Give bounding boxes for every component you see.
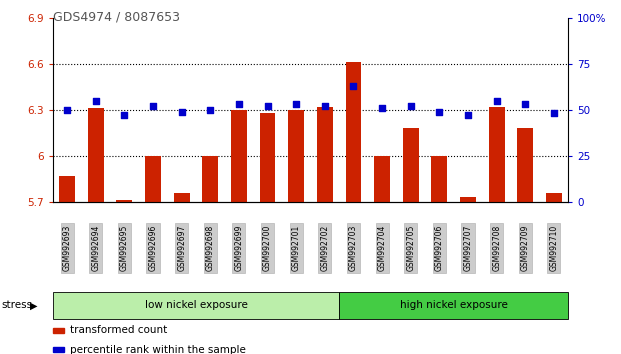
Text: high nickel exposure: high nickel exposure: [400, 300, 507, 310]
Bar: [231, 110, 247, 202]
Bar: [517, 128, 533, 202]
Text: GSM992702: GSM992702: [320, 225, 329, 271]
Bar: [460, 197, 476, 202]
Text: GSM992706: GSM992706: [435, 224, 444, 271]
Bar: [345, 62, 361, 202]
Point: [177, 109, 187, 114]
Bar: [374, 156, 390, 202]
Point: [348, 83, 358, 88]
Text: low nickel exposure: low nickel exposure: [145, 300, 247, 310]
Point: [406, 103, 415, 109]
Text: GSM992697: GSM992697: [177, 224, 186, 271]
Bar: [489, 107, 504, 202]
Point: [377, 105, 387, 111]
Bar: [88, 108, 104, 202]
Text: stress: stress: [1, 300, 32, 310]
Text: GSM992707: GSM992707: [463, 224, 473, 271]
Point: [549, 110, 559, 116]
Text: GSM992699: GSM992699: [234, 224, 243, 271]
Text: GSM992705: GSM992705: [406, 224, 415, 271]
Text: GSM992696: GSM992696: [148, 224, 158, 271]
Text: GSM992698: GSM992698: [206, 225, 215, 271]
Point: [62, 107, 72, 113]
Bar: [403, 128, 419, 202]
Text: GSM992708: GSM992708: [492, 225, 501, 271]
Text: GSM992709: GSM992709: [521, 224, 530, 271]
Point: [463, 113, 473, 118]
Bar: [260, 113, 276, 202]
Text: GDS4974 / 8087653: GDS4974 / 8087653: [53, 11, 180, 24]
Point: [263, 103, 273, 109]
Text: GSM992703: GSM992703: [349, 224, 358, 271]
Text: percentile rank within the sample: percentile rank within the sample: [70, 345, 246, 354]
Point: [520, 101, 530, 107]
Text: ▶: ▶: [30, 300, 37, 310]
Bar: [59, 176, 75, 202]
Bar: [432, 156, 447, 202]
Text: GSM992694: GSM992694: [91, 224, 100, 271]
Bar: [117, 200, 132, 202]
Bar: [202, 156, 218, 202]
Text: GSM992693: GSM992693: [63, 224, 71, 271]
Text: GSM992704: GSM992704: [378, 224, 387, 271]
Bar: [288, 110, 304, 202]
Text: GSM992710: GSM992710: [550, 225, 558, 271]
Point: [320, 103, 330, 109]
Point: [119, 113, 129, 118]
Point: [91, 98, 101, 103]
Bar: [317, 107, 333, 202]
Bar: [145, 156, 161, 202]
Point: [291, 101, 301, 107]
Point: [148, 103, 158, 109]
Text: transformed count: transformed count: [70, 325, 168, 335]
Text: GSM992695: GSM992695: [120, 224, 129, 271]
Point: [234, 101, 244, 107]
Point: [492, 98, 502, 103]
Point: [435, 109, 445, 114]
Point: [206, 107, 215, 113]
Bar: [174, 193, 189, 202]
Bar: [546, 193, 562, 202]
Text: GSM992701: GSM992701: [292, 225, 301, 271]
Text: GSM992700: GSM992700: [263, 224, 272, 271]
